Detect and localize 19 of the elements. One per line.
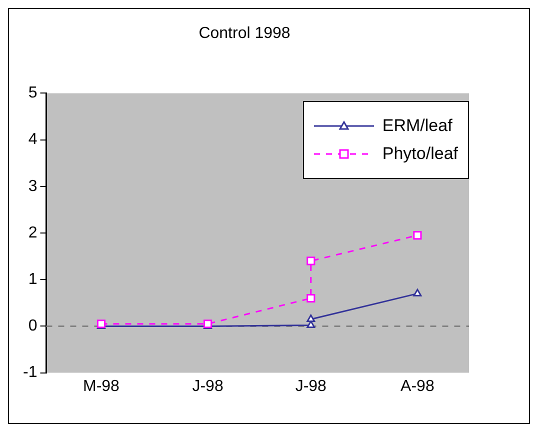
y-tick-label: 2 <box>28 224 38 242</box>
y-tick-label: 5 <box>28 84 38 102</box>
point <box>413 288 422 296</box>
legend-label: ERM/leaf <box>382 116 452 136</box>
point <box>306 314 316 322</box>
y-tick-label: 0 <box>28 318 38 335</box>
x-tick-label: J-98 <box>192 378 224 395</box>
y-tick-label: -1 <box>22 364 38 382</box>
point <box>306 256 316 266</box>
point <box>413 231 422 240</box>
x-tick-label: A-98 <box>400 378 434 395</box>
legend-label: Phyto/leaf <box>382 144 458 164</box>
x-tick-label: J-98 <box>295 378 327 395</box>
x-tick-label: M-98 <box>82 378 120 395</box>
y-tick-label: 3 <box>28 178 38 195</box>
point <box>306 294 316 303</box>
y-tick-label: 4 <box>28 131 38 148</box>
y-tick-label: 1 <box>28 271 38 288</box>
chart-title: Control 1998 <box>198 25 290 42</box>
